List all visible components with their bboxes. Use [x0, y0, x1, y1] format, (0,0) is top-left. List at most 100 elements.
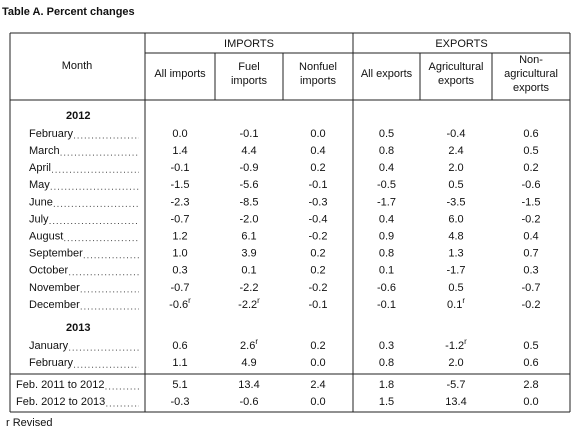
cell: 4.9: [241, 357, 256, 369]
cell: -2.2: [240, 282, 259, 294]
cell: 0.2: [310, 162, 325, 174]
cell: 1.0: [172, 248, 187, 260]
month-header: Month: [62, 60, 93, 72]
cell: 0.6: [523, 357, 538, 369]
cell: -1.7: [447, 265, 466, 277]
row-label: June: [29, 196, 53, 208]
cell: 2.6r: [240, 337, 258, 352]
cell: 0.8: [379, 145, 394, 157]
cell: 0.0: [310, 128, 325, 140]
cell: 1.4: [172, 145, 187, 157]
cell: 13.4: [238, 379, 259, 391]
cell: -0.7: [171, 213, 190, 225]
cell: 0.2: [310, 248, 325, 260]
cell: -0.2: [309, 231, 328, 243]
cell: -0.4: [309, 213, 328, 225]
cell: 1.3: [448, 248, 463, 260]
cell: -0.3: [171, 396, 190, 408]
cell: 4.4: [241, 145, 256, 157]
cell: 0.7: [523, 248, 538, 260]
cell: -5.7: [447, 379, 466, 391]
cell: -0.1: [309, 299, 328, 311]
cell: 0.4: [310, 145, 325, 157]
cell: 0.3: [172, 265, 187, 277]
cell: -2.2r: [238, 296, 260, 311]
footnote: r Revised: [6, 417, 52, 429]
cell: 0.2: [523, 162, 538, 174]
row-label: November: [29, 282, 80, 294]
row-label: January: [29, 340, 69, 352]
cell: -0.1: [377, 299, 396, 311]
column-header: imports: [300, 75, 337, 87]
cell: 0.5: [379, 128, 394, 140]
cell: 0.2: [310, 340, 325, 352]
cell: 1.8: [379, 379, 394, 391]
cell: -8.5: [240, 196, 259, 208]
table-title: Table A. Percent changes: [2, 6, 135, 18]
cell: 0.5: [448, 179, 463, 191]
cell: -0.3: [309, 196, 328, 208]
cell: -0.4: [447, 128, 466, 140]
group-header: IMPORTS: [224, 38, 274, 50]
cell: 0.3: [379, 340, 394, 352]
cell: -1.7: [377, 196, 396, 208]
cell: 2.4: [310, 379, 325, 391]
column-header: Fuel: [238, 61, 259, 73]
cell: 0.8: [379, 248, 394, 260]
cell: -1.5: [171, 179, 190, 191]
cell: 0.0: [523, 396, 538, 408]
row-label: April: [29, 162, 51, 174]
column-header: imports: [231, 75, 268, 87]
cell: 0.1: [241, 265, 256, 277]
column-header: exports: [438, 75, 475, 87]
cell: 0.1: [379, 265, 394, 277]
row-label: March: [29, 145, 60, 157]
cell: 5.1: [172, 379, 187, 391]
cell: 1.5: [379, 396, 394, 408]
column-header: agricultural: [504, 68, 558, 80]
revision-mark: r: [257, 296, 260, 305]
cell: 0.5: [523, 145, 538, 157]
cell: 0.2: [310, 265, 325, 277]
row-label: December: [29, 299, 80, 311]
cell: 0.5: [523, 340, 538, 352]
cell-value: -0.6: [169, 299, 188, 311]
cell: 2.4: [448, 145, 463, 157]
cell: -0.6: [377, 282, 396, 294]
cell: -0.6r: [169, 296, 191, 311]
cell: 2.8: [523, 379, 538, 391]
revision-mark: r: [255, 337, 258, 346]
cell: 0.0: [310, 357, 325, 369]
cell-value: 0.1: [447, 299, 462, 311]
cell: 0.3: [523, 265, 538, 277]
cell: -0.2: [309, 282, 328, 294]
cell: -1.5: [522, 196, 541, 208]
cell: -0.6: [522, 179, 541, 191]
cell: 0.4: [379, 162, 394, 174]
cell: 0.1r: [447, 296, 465, 311]
cell: -1.2r: [445, 337, 467, 352]
cell: -0.5: [377, 179, 396, 191]
row-label: October: [29, 265, 68, 277]
cell: 0.5: [448, 282, 463, 294]
column-header: exports: [513, 82, 550, 94]
row-label: August: [29, 231, 63, 243]
cell: -5.6: [240, 179, 259, 191]
cell: -0.1: [171, 162, 190, 174]
column-header: Agricultural: [428, 61, 483, 73]
cell: 1.2: [172, 231, 187, 243]
cell: -0.7: [522, 282, 541, 294]
cell: 13.4: [445, 396, 466, 408]
cell: 0.6: [523, 128, 538, 140]
cell: 0.4: [523, 231, 538, 243]
cell: -0.6: [240, 396, 259, 408]
cell: -0.1: [309, 179, 328, 191]
year: 2013: [66, 322, 90, 334]
row-label: July: [29, 213, 49, 225]
row-label: February: [29, 128, 74, 140]
cell: -0.9: [240, 162, 259, 174]
revision-mark: r: [464, 337, 467, 346]
cell: 0.9: [379, 231, 394, 243]
cell-value: -2.2: [238, 299, 257, 311]
